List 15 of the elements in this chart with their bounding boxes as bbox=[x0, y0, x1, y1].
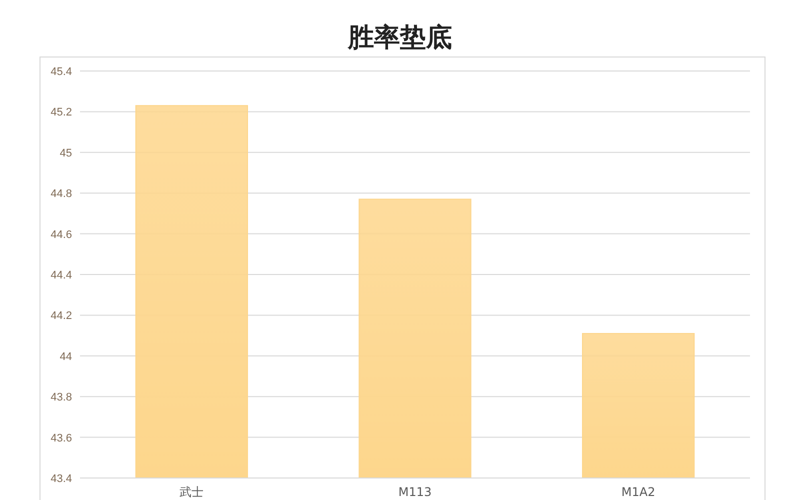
x-tick-label: M1A2 bbox=[621, 485, 656, 499]
y-tick-label: 43.6 bbox=[50, 432, 72, 444]
chart-title: 胜率垫底 bbox=[347, 23, 452, 53]
y-tick-label: 43.8 bbox=[50, 392, 72, 404]
y-tick-label: 44.2 bbox=[50, 310, 72, 322]
x-tick-label: 武士 bbox=[180, 485, 204, 499]
y-tick-label: 44.6 bbox=[50, 228, 72, 241]
y-tick-label: 45.4 bbox=[50, 66, 72, 78]
y-tick-label: 44 bbox=[60, 350, 72, 363]
y-tick-label: 45.2 bbox=[50, 106, 72, 119]
y-tick-label: 44.4 bbox=[50, 270, 72, 282]
y-tick-label: 45 bbox=[60, 147, 72, 160]
y-tick-label: 43.4 bbox=[50, 473, 72, 485]
y-tick-label: 44.8 bbox=[50, 188, 72, 200]
x-tick-label: M113 bbox=[398, 485, 432, 499]
